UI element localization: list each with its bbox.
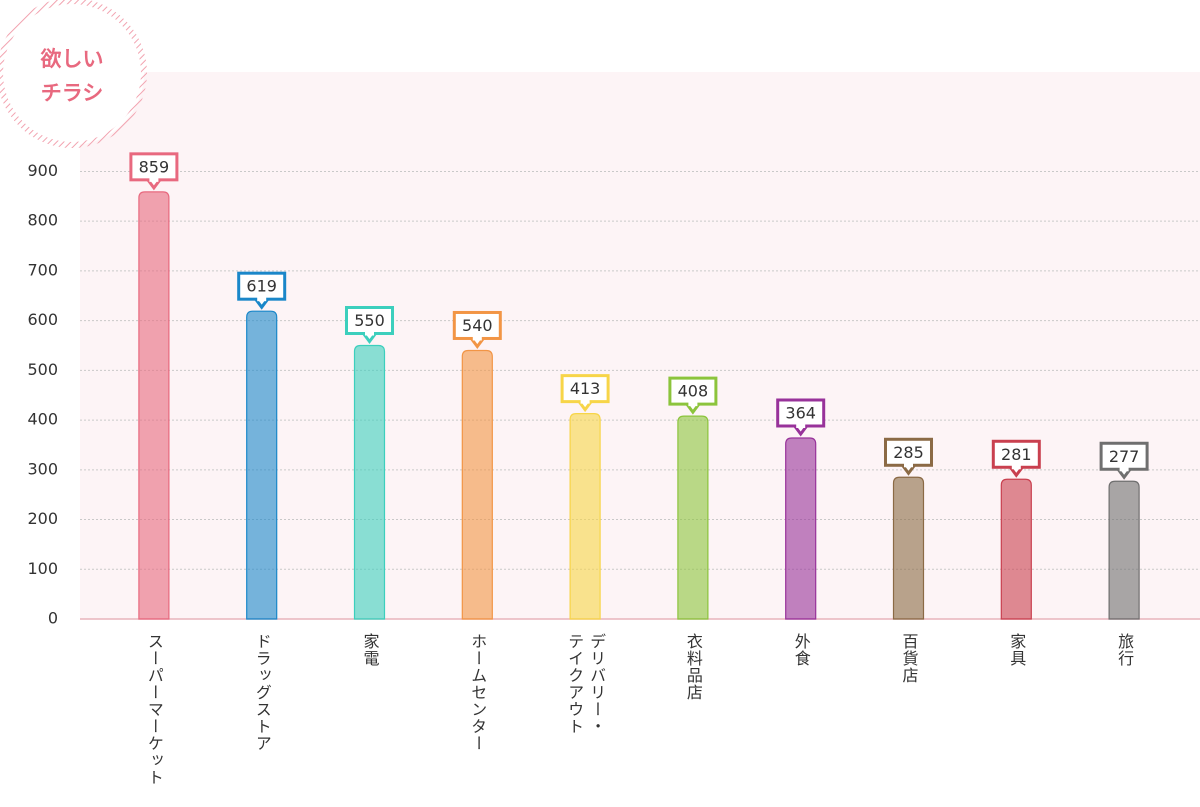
value-label-pointer <box>470 337 485 349</box>
y-tick-label: 0 <box>48 609 58 628</box>
y-tick-label: 500 <box>27 360 58 379</box>
value-label: 277 <box>1109 447 1140 466</box>
value-label: 413 <box>570 379 601 398</box>
y-tick-label: 200 <box>27 509 58 528</box>
bar <box>1000 478 1032 620</box>
bar <box>246 310 278 620</box>
value-label-box <box>1099 441 1149 471</box>
bar <box>1108 480 1140 620</box>
value-label-gap <box>1119 466 1129 472</box>
value-label-gap <box>688 401 698 407</box>
value-label: 408 <box>678 382 709 401</box>
value-label-gap <box>365 330 374 336</box>
value-label: 859 <box>139 157 170 176</box>
value-label-box <box>991 439 1041 469</box>
y-tick-label: 400 <box>27 410 58 429</box>
x-tick-label: ホームセンター <box>468 633 488 752</box>
value-label: 550 <box>354 311 385 330</box>
x-tick-label: ドラッグストア <box>252 633 272 752</box>
value-label-pointer <box>793 425 808 437</box>
x-tick-label: デリバリー・ テイクアウト <box>565 633 607 735</box>
value-label-gap <box>796 422 806 428</box>
x-tick-label: 旅行 <box>1115 633 1135 667</box>
x-tick-label: 衣料品店 <box>683 633 703 701</box>
value-label-gap <box>149 176 159 182</box>
badge-title: チラシ <box>41 81 104 105</box>
bar <box>353 344 386 620</box>
bar <box>461 349 493 620</box>
x-tick-label: スーパーマーケット <box>144 633 164 786</box>
badge-title: 欲しい <box>40 47 104 71</box>
value-label-gap <box>580 398 590 404</box>
value-label-gap <box>904 462 913 468</box>
value-label: 619 <box>246 277 277 296</box>
value-label-box <box>560 374 610 404</box>
value-label: 540 <box>462 316 493 335</box>
bar <box>138 191 170 620</box>
x-tick-label: 家電 <box>360 633 380 667</box>
y-tick-label: 800 <box>27 211 58 230</box>
value-label-pointer <box>146 178 162 191</box>
value-label: 285 <box>893 443 924 462</box>
value-label: 364 <box>785 403 816 422</box>
value-label: 281 <box>1001 445 1032 464</box>
y-tick-label: 700 <box>27 260 58 279</box>
badge <box>0 0 147 148</box>
value-label-gap <box>472 335 482 341</box>
y-tick-label: 900 <box>27 161 58 180</box>
value-label-pointer <box>685 403 701 415</box>
x-tick-label: 家具 <box>1007 633 1027 667</box>
bar <box>677 415 709 620</box>
bar <box>785 437 817 620</box>
y-tick-label: 300 <box>27 459 58 478</box>
bar <box>569 413 601 620</box>
y-tick-label: 600 <box>27 310 58 329</box>
x-tick-label: 百貨店 <box>899 633 919 684</box>
bar <box>892 476 925 620</box>
value-label-gap <box>257 296 267 302</box>
y-tick-label: 100 <box>27 559 58 578</box>
value-label-gap <box>1011 464 1021 470</box>
x-tick-label: 外食 <box>791 633 811 667</box>
